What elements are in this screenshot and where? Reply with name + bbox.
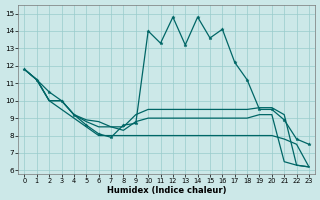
X-axis label: Humidex (Indice chaleur): Humidex (Indice chaleur): [107, 186, 227, 195]
